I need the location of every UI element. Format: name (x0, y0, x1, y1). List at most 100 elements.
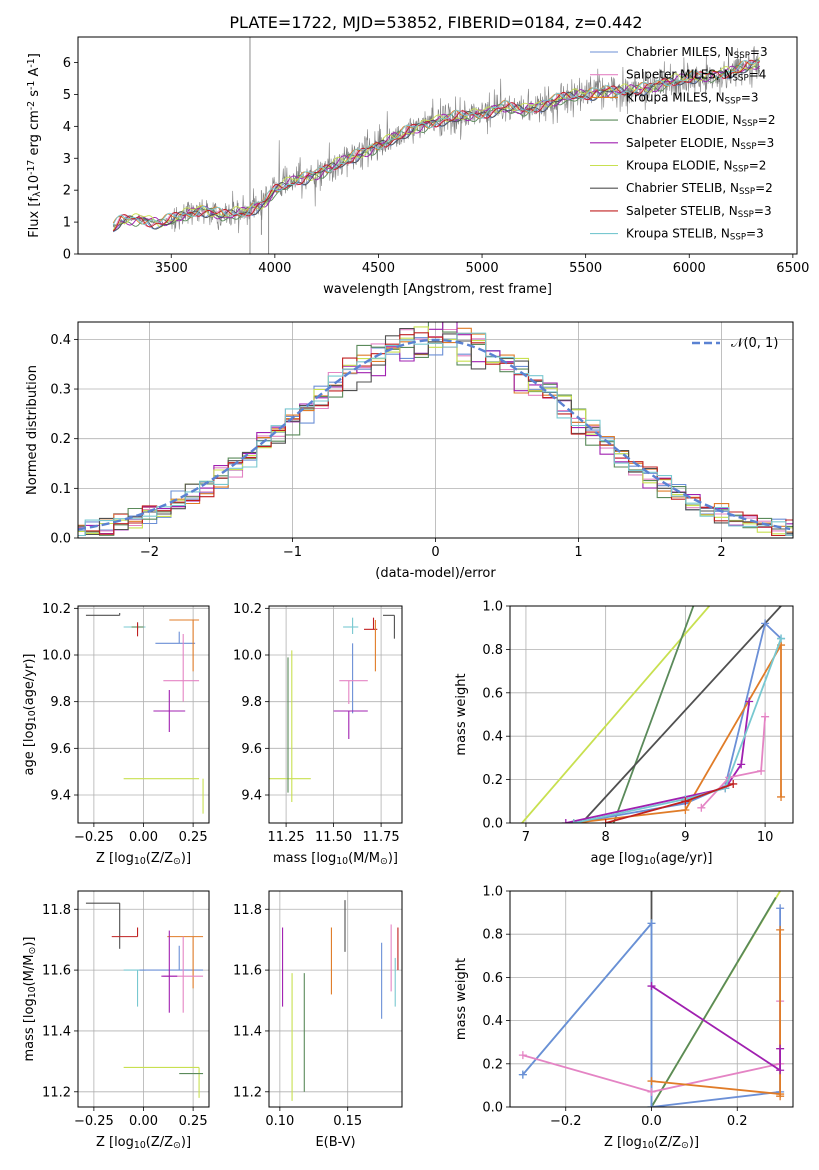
data-point (776, 904, 785, 913)
errorbar-kroupa-miles (167, 936, 204, 989)
x-tick-label: 11.25 (267, 830, 304, 845)
y-tick-label: 11.6 (233, 964, 262, 979)
errorbar-chabrier-stelib (85, 613, 121, 616)
y-tick-label: 11.8 (42, 903, 71, 918)
y-axis-label: Flux [fλ10-17 erg cm-2 s-1 A-1] (26, 53, 42, 238)
data-point (745, 697, 754, 706)
y-tick-label: 0.2 (50, 432, 71, 447)
plot-area (85, 613, 204, 814)
panel-cumweight_vs_Z: −0.2 0.0 0.2 0.0 0.2 0.4 0.6 0.8 1.0 Z [log10(Z/Z… (454, 885, 794, 1151)
data-point (776, 1092, 785, 1101)
y-tick-label: 1 (63, 216, 71, 231)
y-tick-label: 6 (63, 56, 71, 71)
y-tick-label: 9.4 (50, 789, 71, 804)
x-tick-label: −0.25 (74, 1114, 114, 1129)
series-kroupa-miles (647, 925, 785, 1101)
model-spectrum-salpeter-stelib (112, 59, 760, 232)
series-salpeter-stelib (601, 779, 738, 823)
series-salpeter-miles (697, 712, 770, 812)
y-tick-label: 11.2 (233, 1085, 262, 1100)
data-point (518, 1070, 527, 1079)
series-kroupa-elodie (521, 606, 710, 823)
plot-area (518, 891, 785, 1107)
x-axis-label: Z [log10(Z/Z⊙)] (96, 1135, 191, 1151)
y-axis-label: mass weight (454, 958, 469, 1040)
plot-area (78, 322, 793, 537)
y-tick-label: 0 (63, 248, 71, 263)
residuals-legend: 𝒩(0, 1) (692, 336, 778, 351)
legend-entry: Chabrier MILES, NSSP=3 (626, 45, 768, 61)
errorbar-chabrier-miles (139, 945, 204, 971)
errorbar-salpeter-elodie (333, 710, 368, 739)
y-tick-label: 0.0 (482, 1101, 503, 1116)
y-tick-label: 9.6 (50, 742, 71, 757)
panel-age_vs_Z: −0.25 0.00 0.25 9.4 9.6 9.8 10.0 10.2 Z [log10(Z… (22, 602, 210, 867)
x-tick-label: 6000 (673, 261, 706, 276)
errorbar-chabrier-stelib (85, 902, 121, 949)
axes-frame (77, 321, 794, 539)
panel-mass_vs_ebv: 0.10 0.15 11.2 11.4 11.6 11.8 E(B-V) (233, 890, 403, 1150)
y-tick-label: 0.1 (50, 482, 71, 497)
axes-frame (268, 890, 403, 1108)
x-tick-label: 11.50 (315, 830, 352, 845)
y-tick-label: 0.8 (482, 928, 503, 943)
errorbar-salpeter-miles (339, 680, 368, 704)
y-tick-label: 10.2 (42, 602, 71, 617)
y-tick-label: 9.4 (241, 789, 262, 804)
y-tick-label: 0.4 (482, 1014, 503, 1029)
spectrum-legend: Chabrier MILES, NSSP=3 Salpeter MILES, NS… (590, 45, 775, 242)
y-tick-label: 0.6 (482, 971, 503, 986)
legend-entry: Kroupa ELODIE, NSSP=2 (626, 159, 766, 175)
data-point (761, 712, 770, 721)
x-tick-label: 0.15 (333, 1114, 362, 1129)
panel-age_vs_mass: 11.25 11.50 11.75 9.4 9.6 9.8 10.0 10.2 mass [lo… (233, 602, 403, 867)
panel-residuals: −2 −1 0 1 2 0.0 0.1 0.2 0.3 0.4 (data-model)/error… (25, 321, 794, 581)
axes-frame (77, 605, 210, 824)
axes-frame (509, 605, 794, 824)
errorbar-salpeter-miles (163, 634, 200, 702)
histogram-chabrier-stelib (78, 327, 793, 536)
series-chabrier-elodie (612, 606, 695, 823)
data-point (776, 1066, 785, 1075)
errorbar-chabrier-stelib (383, 614, 395, 639)
data-point (647, 919, 656, 928)
errorbar-kroupa-stelib (343, 617, 359, 634)
x-tick-label: 11.75 (362, 830, 399, 845)
panel-cumweight_vs_age: 7 8 9 10 0.0 0.2 0.4 0.6 0.8 1.0 age [log10(age/yr… (454, 600, 794, 867)
data-point (518, 1051, 527, 1060)
normal-curve (78, 338, 791, 531)
y-tick-label: 0.8 (482, 643, 503, 658)
y-tick-label: 0.2 (482, 773, 503, 788)
y-tick-label: 1.0 (482, 600, 503, 615)
legend-entry: Salpeter ELODIE, NSSP=3 (626, 136, 774, 152)
y-axis-label: mass [log10(M/M⊙)] (22, 937, 38, 1062)
errorbar-salpeter-stelib (111, 927, 139, 938)
x-axis-label: age [log10(age/yr)] (591, 851, 713, 867)
y-tick-label: 9.6 (241, 742, 262, 757)
x-tick-label: 0 (431, 545, 439, 560)
y-tick-label: 11.2 (42, 1085, 71, 1100)
x-tick-label: 10 (757, 830, 774, 845)
y-tick-label: 1.0 (482, 885, 503, 900)
x-tick-label: 0.10 (265, 1114, 294, 1129)
y-tick-label: 4 (63, 120, 71, 135)
y-tick-label: 11.4 (233, 1024, 262, 1039)
legend-entry: 𝒩(0, 1) (731, 336, 778, 351)
x-tick-label: 5000 (466, 261, 499, 276)
y-axis-label: age [log10(age/yr)] (22, 654, 38, 776)
plot-area (112, 37, 761, 254)
x-tick-label: 8 (602, 830, 610, 845)
x-tick-label: 3500 (155, 261, 188, 276)
errorbar-chabrier-miles (155, 631, 196, 644)
x-tick-label: 0.25 (179, 1114, 208, 1129)
errorbar-salpeter-elodie (153, 690, 186, 732)
legend-entry: Chabrier ELODIE, NSSP=2 (626, 113, 775, 129)
series-chabrier-elodie (650, 897, 777, 1107)
x-tick-label: 0.2 (727, 1114, 748, 1129)
legend-entry: Kroupa MILES, NSSP=3 (626, 90, 759, 106)
x-tick-label: 2 (717, 545, 725, 560)
x-tick-label: 9 (681, 830, 689, 845)
y-tick-label: 0.2 (482, 1057, 503, 1072)
y-tick-label: 0.3 (50, 383, 71, 398)
errorbar-kroupa-miles (169, 619, 200, 672)
